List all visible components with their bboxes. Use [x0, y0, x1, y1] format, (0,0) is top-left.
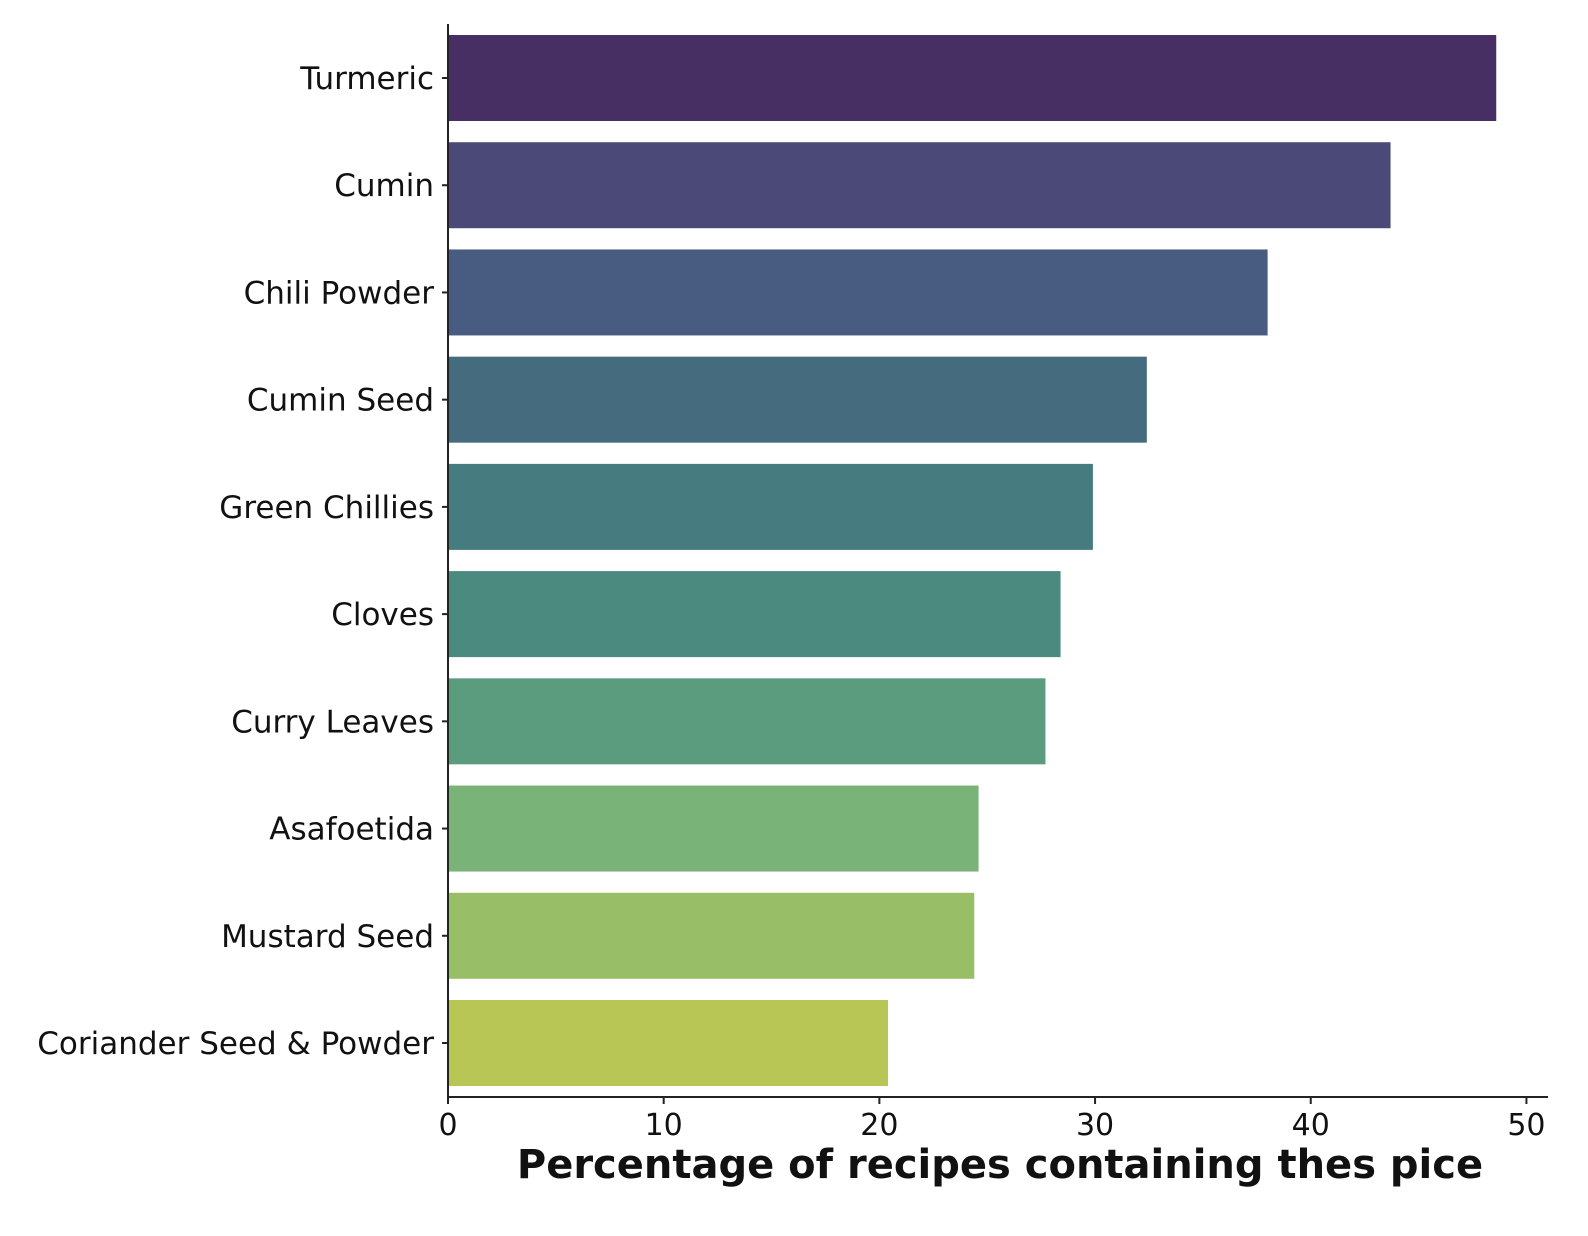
category-label: Asafoetida [269, 812, 434, 848]
x-tick-label: 0 [438, 1108, 457, 1143]
axes-layer [442, 24, 1548, 1104]
bars-layer [448, 35, 1497, 1086]
category-label: Turmeric [299, 61, 434, 97]
x-tick-label: 20 [860, 1108, 898, 1143]
bar-5 [448, 571, 1061, 658]
bar-2 [448, 249, 1268, 336]
category-label: Chili Powder [244, 275, 435, 311]
x-tick-label: 30 [1076, 1108, 1114, 1143]
x-tick-label: 50 [1507, 1108, 1545, 1143]
bar-3 [448, 356, 1147, 443]
category-label: Green Chillies [219, 490, 434, 526]
bar-6 [448, 678, 1046, 765]
category-label: Cumin [334, 168, 434, 204]
bar-4 [448, 463, 1093, 550]
x-tick-label: 10 [645, 1108, 683, 1143]
category-label: Cloves [331, 597, 434, 633]
x-tick-label: 40 [1292, 1108, 1330, 1143]
category-label: Cumin Seed [247, 383, 434, 419]
bar-8 [448, 892, 975, 979]
labels-layer: Turmeric Cumin Chili Powder Cumin Seed Green… [37, 61, 1545, 1143]
bar-7 [448, 785, 979, 872]
category-label: Coriander Seed & Powder [37, 1026, 434, 1062]
bar-9 [448, 1000, 888, 1086]
x-axis-title: Percentage of recipes containing thes pi… [517, 1142, 1483, 1188]
bar-0 [448, 35, 1497, 121]
category-label: Curry Leaves [231, 704, 434, 740]
category-label: Mustard Seed [221, 919, 434, 955]
bar-1 [448, 142, 1391, 229]
